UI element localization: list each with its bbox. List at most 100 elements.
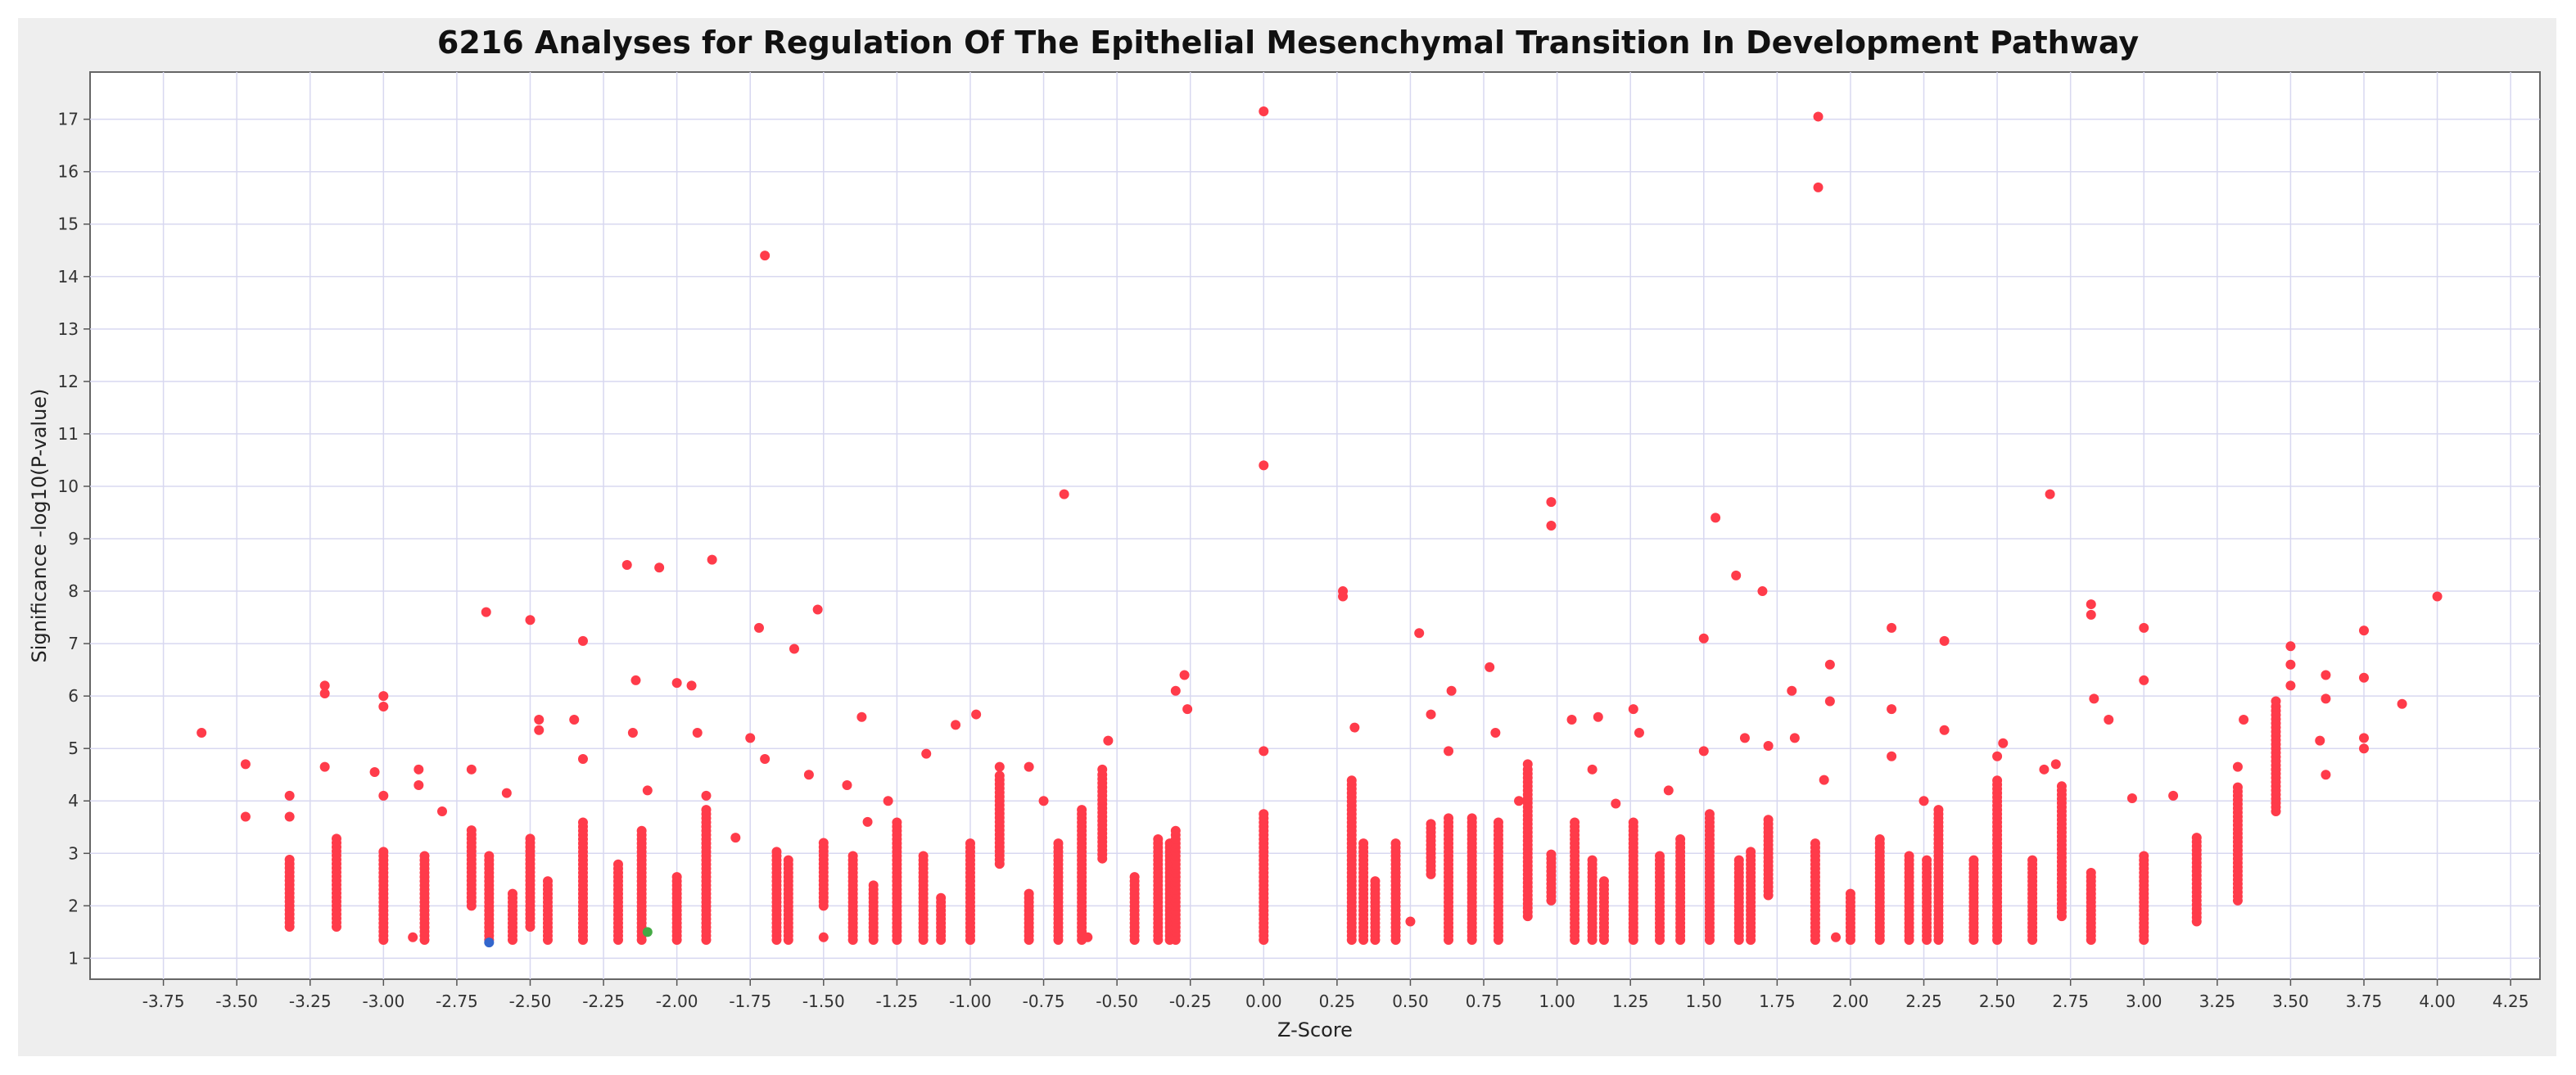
- plot-area: [89, 71, 2541, 980]
- data-point: [2321, 670, 2331, 680]
- data-point: [1444, 746, 1454, 757]
- data-point: [2086, 867, 2096, 878]
- data-point: [1992, 751, 2003, 761]
- x-tick-label: -3.25: [289, 991, 332, 1011]
- data-point: [642, 785, 653, 796]
- data-point: [789, 644, 799, 654]
- data-point: [1358, 838, 1369, 849]
- data-point: [2139, 675, 2149, 685]
- data-point: [1698, 633, 1709, 644]
- x-tick-label: -1.75: [729, 991, 771, 1011]
- data-point: [1739, 733, 1750, 743]
- data-point: [1514, 796, 1525, 806]
- data-points: [197, 106, 2443, 948]
- data-point: [856, 711, 867, 722]
- data-point: [1887, 751, 1897, 761]
- data-point: [569, 714, 580, 725]
- data-point: [994, 770, 1005, 781]
- data-point: [730, 833, 741, 843]
- data-point: [1810, 838, 1820, 849]
- y-tick-label: 8: [68, 581, 79, 601]
- data-point: [771, 847, 782, 857]
- data-point: [1634, 727, 1644, 738]
- x-tick-label: 3.00: [2126, 991, 2162, 1011]
- data-point: [1053, 838, 1064, 849]
- data-point: [2056, 781, 2067, 792]
- data-point: [1731, 570, 1742, 580]
- data-point: [692, 727, 703, 738]
- y-tick-label: 12: [58, 372, 79, 391]
- data-point: [2271, 764, 2281, 775]
- x-tick-label: 0.75: [1466, 991, 1503, 1011]
- axes: -3.75 -3.50 -3.25 -3.00 -2.75 -2.50 -2.25 -2.00…: [58, 110, 2529, 1011]
- data-point: [1370, 876, 1381, 887]
- y-tick-label: 1: [68, 948, 79, 968]
- data-point: [1129, 872, 1140, 883]
- y-tick-label: 7: [68, 634, 79, 653]
- x-tick-label: -1.00: [949, 991, 992, 1011]
- data-point: [862, 816, 873, 827]
- chart-title: 6216 Analyses for Regulation Of The Epit…: [436, 25, 2140, 61]
- data-point: [1824, 659, 1835, 670]
- data-point: [2232, 782, 2243, 793]
- data-point: [701, 790, 712, 801]
- data-point: [2168, 790, 2179, 801]
- data-point: [534, 714, 545, 725]
- x-tick-label: -1.50: [802, 991, 845, 1011]
- data-point: [2089, 693, 2099, 704]
- data-point: [484, 851, 495, 861]
- data-point: [507, 888, 517, 899]
- data-point: [240, 759, 251, 770]
- x-tick-label: 0.00: [1245, 991, 1282, 1011]
- data-point: [1153, 833, 1164, 844]
- data-point: [501, 788, 512, 798]
- x-tick-label: -0.25: [1169, 991, 1212, 1011]
- data-point: [2285, 641, 2296, 652]
- data-point: [1813, 111, 1824, 122]
- data-point: [466, 825, 477, 836]
- x-tick-label: -2.00: [656, 991, 698, 1011]
- data-point: [2285, 659, 2296, 670]
- data-point: [760, 251, 771, 261]
- data-point: [1998, 738, 2009, 748]
- x-tick-label: 4.00: [2419, 991, 2456, 1011]
- data-point: [1887, 704, 1897, 715]
- x-tick-label: 2.00: [1833, 991, 1869, 1011]
- x-tick-label: -3.00: [362, 991, 404, 1011]
- y-tick-label: 2: [68, 896, 79, 915]
- data-point: [2191, 833, 2202, 843]
- data-point: [378, 790, 389, 801]
- data-point: [1522, 759, 1533, 770]
- data-point: [2321, 770, 2331, 780]
- data-point: [1103, 735, 1114, 746]
- data-point: [1077, 805, 1087, 815]
- y-tick-label: 15: [58, 215, 79, 234]
- x-tick-label: -3.50: [215, 991, 258, 1011]
- data-point: [671, 678, 682, 689]
- data-point: [481, 607, 491, 617]
- data-point: [2315, 735, 2325, 746]
- data-point: [378, 701, 389, 711]
- x-tick-label: 2.25: [1905, 991, 1942, 1011]
- data-point: [654, 562, 665, 573]
- data-point: [1918, 796, 1929, 806]
- data-point: [686, 680, 697, 691]
- data-point: [2104, 714, 2114, 725]
- data-point: [1467, 813, 1477, 824]
- x-tick-label: 3.50: [2272, 991, 2309, 1011]
- data-point: [1038, 796, 1049, 806]
- data-point: [1593, 711, 1603, 722]
- data-point: [1170, 825, 1181, 836]
- data-point: [1546, 497, 1557, 508]
- data-point: [1405, 916, 1416, 927]
- data-point: [753, 622, 764, 633]
- data-point: [921, 748, 932, 759]
- data-point: [2271, 696, 2281, 707]
- data-point: [414, 764, 424, 775]
- data-point: [1587, 764, 1598, 775]
- data-point: [1338, 591, 1349, 602]
- x-axis-label: Z-Score: [1277, 1019, 1353, 1041]
- x-tick-label: 2.75: [2052, 991, 2089, 1011]
- x-tick-label: -0.75: [1023, 991, 1065, 1011]
- data-point: [1655, 851, 1665, 861]
